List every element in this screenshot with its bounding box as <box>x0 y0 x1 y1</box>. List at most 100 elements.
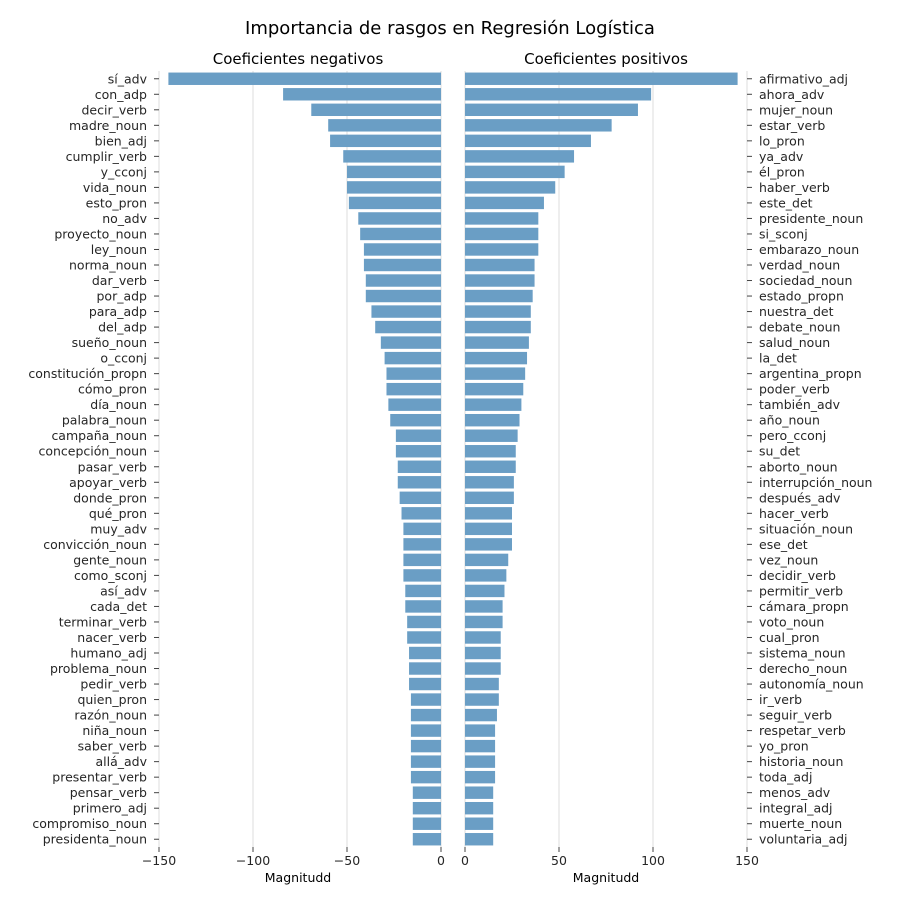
y-tick-label: terminar_verb <box>59 614 147 629</box>
bar-ley_noun <box>363 243 441 256</box>
y-tick-label: seguir_verb <box>759 708 832 723</box>
y-tick-label: embarazo_noun <box>759 242 859 257</box>
y-tick-label: ahora_adv <box>759 87 825 102</box>
y-tick-label: y_cconj <box>101 164 147 179</box>
bar-del_adp <box>375 320 441 334</box>
y-tick-label: donde_pron <box>73 490 147 505</box>
negative-panel-x-ticks: −150 −100 −50 0 <box>142 847 445 868</box>
y-tick-label: cumplir_verb <box>66 149 147 164</box>
bar-sueño_noun <box>380 336 441 349</box>
positive-panel: Coeficientes positivos 0 50 100 150 afirmat… <box>461 50 872 885</box>
y-tick-label: qué_pron <box>89 506 147 521</box>
y-tick-label: pensar_verb <box>70 785 147 800</box>
bar-convicción_noun <box>403 538 441 551</box>
y-tick-label: ley_noun <box>91 242 147 257</box>
y-tick-label: primero_adj <box>73 801 147 816</box>
y-tick-label: esto_pron <box>86 195 147 210</box>
bar-hacer_verb <box>465 507 512 520</box>
positive-panel-title: Coeficientes positivos <box>524 50 688 68</box>
y-tick-label: razón_noun <box>74 708 147 723</box>
bar-saber_verb <box>410 739 441 753</box>
bar-cámara_propn <box>465 600 503 613</box>
bar-su_det <box>465 445 516 458</box>
y-tick-label: argentina_propn <box>759 366 862 381</box>
bar-terminar_verb <box>407 615 441 629</box>
bar-pedir_verb <box>409 677 441 691</box>
y-tick-label: campaña_noun <box>51 428 147 443</box>
bar-palabra_noun <box>390 413 441 427</box>
y-tick-label: cual_pron <box>759 630 820 645</box>
bar-situación_noun <box>465 522 512 536</box>
y-tick-label: lo_pron <box>759 133 805 148</box>
y-tick-label: este_det <box>759 195 813 210</box>
bar-o_cconj <box>384 351 441 365</box>
bar-madre_noun <box>328 119 441 132</box>
y-tick-label: yo_pron <box>759 739 809 754</box>
bar-autonomía_noun <box>465 677 499 691</box>
y-tick-label: la_det <box>759 351 797 366</box>
y-tick-label: día_noun <box>90 397 147 412</box>
bar-como_sconj <box>403 569 441 582</box>
y-tick-label: debate_noun <box>759 320 840 335</box>
y-tick-label: madre_noun <box>69 118 147 133</box>
y-tick-label: así_adv <box>100 583 147 598</box>
y-tick-label: afirmativo_adj <box>759 71 848 86</box>
y-tick-label: interrupción_noun <box>759 475 872 490</box>
y-tick-label: después_adv <box>759 490 841 505</box>
y-tick-label: palabra_noun <box>62 413 147 428</box>
negative-panel-x-axis-label: Magnitudd <box>265 870 331 885</box>
bar-concepción_noun <box>395 445 441 458</box>
y-tick-label: quien_pron <box>77 692 147 707</box>
bar-pero_cconj <box>465 429 518 442</box>
negative-panel: Coeficientes negativos −150 −100 −50 0 sí_a… <box>28 50 445 885</box>
y-tick-label: para_adp <box>89 304 147 319</box>
x-tick-label: −50 <box>334 853 360 868</box>
bar-él_pron <box>465 165 565 179</box>
bar-presidenta_noun <box>412 833 441 846</box>
y-tick-label: autonomía_noun <box>759 677 864 692</box>
bar-así_adv <box>405 584 441 598</box>
bar-yo_pron <box>465 739 496 753</box>
bar-para_adp <box>371 305 441 318</box>
bar-qué_pron <box>401 507 441 520</box>
bar-ir_verb <box>465 693 499 706</box>
bar-haber_verb <box>465 181 556 194</box>
bar-humano_adj <box>409 646 441 660</box>
bar-donde_pron <box>399 491 441 505</box>
bar-año_noun <box>465 413 520 427</box>
negative-panel-bars <box>168 72 441 846</box>
y-tick-label: con_adp <box>95 87 147 102</box>
bar-problema_noun <box>409 662 441 675</box>
y-tick-label: respetar_verb <box>759 723 846 738</box>
bar-debate_noun <box>465 320 531 334</box>
y-tick-label: concepción_noun <box>38 444 147 459</box>
bar-bien_adj <box>330 134 441 148</box>
x-tick-label: 50 <box>551 853 567 868</box>
bar-apoyar_verb <box>397 476 441 489</box>
bar-quien_pron <box>410 693 441 706</box>
bar-decidir_verb <box>465 569 507 582</box>
x-tick-label: 100 <box>641 853 665 868</box>
bar-vez_noun <box>465 553 509 567</box>
y-tick-label: voto_noun <box>759 614 824 629</box>
y-tick-label: haber_verb <box>759 180 830 195</box>
y-tick-label: pedir_verb <box>80 677 147 692</box>
bar-razón_noun <box>410 708 441 722</box>
bar-cual_pron <box>465 631 501 644</box>
y-tick-label: sistema_noun <box>759 646 846 661</box>
bar-derecho_noun <box>465 662 501 675</box>
bar-campaña_noun <box>395 429 441 442</box>
y-tick-label: nuestra_det <box>759 304 834 319</box>
bar-sí_adv <box>168 72 441 85</box>
positive-panel-bars <box>465 72 738 846</box>
y-tick-label: presidenta_noun <box>43 832 147 847</box>
y-tick-label: voluntaria_adj <box>759 832 848 847</box>
y-tick-label: o_cconj <box>100 351 147 366</box>
bar-después_adv <box>465 491 514 505</box>
y-tick-label: decir_verb <box>81 102 147 117</box>
y-tick-label: presentar_verb <box>52 770 147 785</box>
y-tick-label: mujer_noun <box>759 102 833 117</box>
y-tick-label: poder_verb <box>759 382 830 397</box>
negative-panel-title: Coeficientes negativos <box>213 50 384 68</box>
